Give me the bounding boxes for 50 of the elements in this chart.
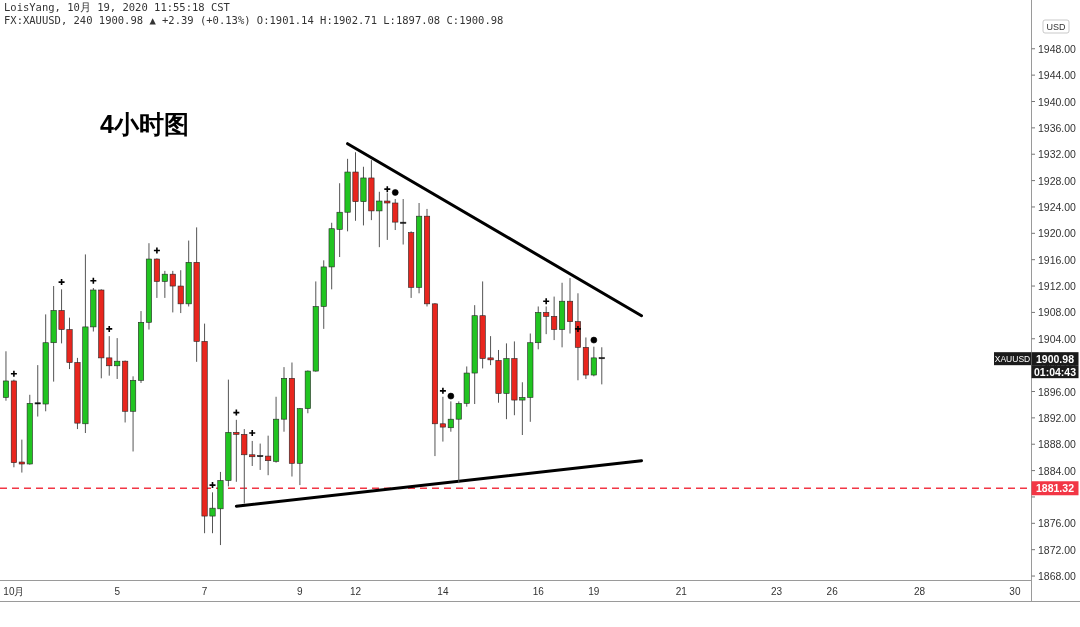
ref-line-label: 1881.32 (1036, 482, 1075, 495)
x-tick-label: 26 (826, 585, 839, 597)
x-tick-label: 10月 (3, 585, 25, 597)
point (542, 297, 550, 305)
y-tick-label: 1896.00 (1038, 385, 1077, 398)
price-tag-left: XAUUSD (994, 352, 1031, 366)
y-tick-label: 1920.00 (1038, 227, 1077, 240)
point (383, 185, 392, 193)
point (105, 325, 114, 333)
y-tick-label: 1872.00 (1038, 543, 1077, 556)
x-tick-label: 21 (675, 585, 688, 597)
y-tick-label: 1936.00 (1038, 121, 1077, 134)
x-tick-label: 7 (201, 585, 208, 597)
point (574, 325, 582, 333)
x-tick-label: 5 (114, 585, 121, 597)
x-tick-label: 23 (771, 585, 783, 597)
y-tick-label: 1888.00 (1038, 438, 1077, 451)
y-tick-label: 1868.00 (1038, 570, 1077, 583)
y-tick-label: 1924.00 (1038, 200, 1077, 213)
y-label: USD (1042, 19, 1070, 34)
x-tick-label: 14 (437, 585, 449, 597)
y-tick-label: 1908.00 (1038, 306, 1077, 319)
y-tick-label: 1948.00 (1038, 42, 1077, 55)
point (439, 387, 447, 395)
y-tick-label: 1892.00 (1038, 411, 1077, 424)
x-tick-label: 28 (914, 585, 926, 597)
x-tick-label: 19 (588, 585, 600, 597)
point (248, 429, 257, 437)
y-axis-title: USD (1046, 21, 1066, 32)
x-tick-label: 12 (349, 585, 362, 597)
point (590, 336, 598, 344)
x-tick-label: 16 (532, 585, 545, 597)
y-tick-label: 1876.00 (1038, 517, 1077, 530)
x-tick-label: 30 (1009, 585, 1021, 597)
point (391, 189, 399, 196)
point (447, 392, 455, 400)
y-tick-label: 1928.00 (1038, 174, 1077, 187)
text: 4小时图 (100, 110, 189, 138)
y-tick-label: 1884.00 (1038, 464, 1077, 477)
y-tick-label: 1940.00 (1038, 95, 1077, 108)
annotation: LoisYang, 10月 19, 2020 11:55:18 CST (4, 1, 231, 13)
y-tick-label: 1944.00 (1038, 69, 1077, 82)
text: FX:XAUUSD, 240 1900.98 ▲ +2.39 (+0.13%) O:1901.14 H:1902.71 L:1897.08 C:1900.98 (4, 14, 504, 26)
y-tick-label: 1904.00 (1038, 332, 1077, 345)
point (10, 369, 18, 378)
x-tick-label: 9 (297, 585, 304, 597)
y-tick-label: 1916.00 (1038, 253, 1077, 266)
y-tick-label: 1932.00 (1038, 148, 1077, 161)
y-tick-label: 1912.00 (1038, 280, 1077, 293)
text: 1900.98 (1036, 352, 1074, 365)
